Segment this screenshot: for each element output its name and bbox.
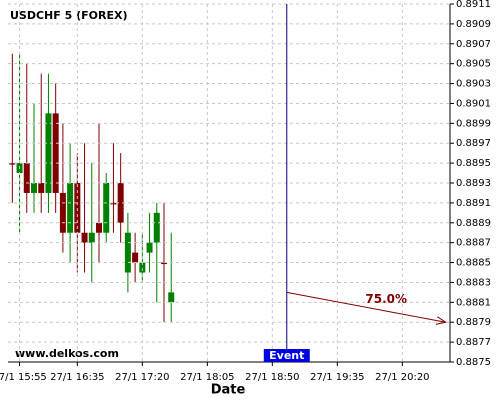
y-tick-label: 0.8893 [456,178,491,189]
y-tick-label: 0.8889 [456,218,491,229]
candle-body [45,113,52,193]
candle-body [146,242,153,253]
watermark: www.delkos.com [15,347,119,360]
y-tick-label: 0.8877 [456,337,491,348]
x-tick-label: 27/1 15:55 [0,372,47,383]
candle-body [67,183,74,233]
candle-body [81,232,88,243]
y-tick-label: 0.8875 [456,357,491,368]
candle-body [9,163,16,165]
candle-body [132,252,139,263]
x-tick-label: 27/1 18:50 [245,372,299,383]
x-tick-label: 27/1 19:35 [310,372,364,383]
candle-body [103,183,110,233]
candle-body [88,232,95,243]
candle-body [31,183,37,193]
y-tick-label: 0.8887 [456,238,491,249]
arrow-head [435,316,447,325]
y-tick-label: 0.8879 [456,317,491,328]
y-tick-label: 0.8909 [456,19,491,30]
candle-body [117,183,124,223]
x-tick-label: 27/1 20:20 [375,372,429,383]
candle-body [153,212,160,243]
x-tick-label: 27/1 18:05 [180,372,234,383]
candle-body [139,262,146,273]
y-tick-label: 0.8903 [456,79,491,90]
y-tick-label: 0.8883 [456,277,491,288]
forecast-arrow [286,291,446,323]
candle-body [74,183,81,233]
chart-title: USDCHF 5 (FOREX) [10,9,127,22]
y-tick-label: 0.8901 [456,98,491,109]
y-tick-label: 0.8911 [456,0,491,10]
y-tick-label: 0.8899 [456,118,491,129]
candle-body [52,113,59,193]
y-tick-label: 0.8895 [456,158,491,169]
y-tick-label: 0.8905 [456,59,491,70]
candle-body [110,202,117,205]
y-tick-label: 0.8881 [456,297,491,308]
forecast-label: 75.0% [365,292,407,306]
candle-body [23,163,30,193]
event-label: Event [269,349,304,362]
y-tick-label: 0.8885 [456,258,491,269]
candle-body [124,232,131,273]
x-axis-title: Date [211,383,246,398]
y-tick-label: 0.8897 [456,138,491,149]
candle-body [38,183,45,193]
candle-body [161,262,167,265]
candle-body [168,292,175,303]
x-tick-label: 27/1 17:20 [115,372,169,383]
y-tick-label: 0.8891 [456,198,491,209]
candle-body [96,222,102,233]
x-tick-label: 27/1 16:35 [50,372,104,383]
y-tick-label: 0.8907 [456,39,491,50]
event-label-box [263,349,310,362]
candle-body [59,192,66,233]
